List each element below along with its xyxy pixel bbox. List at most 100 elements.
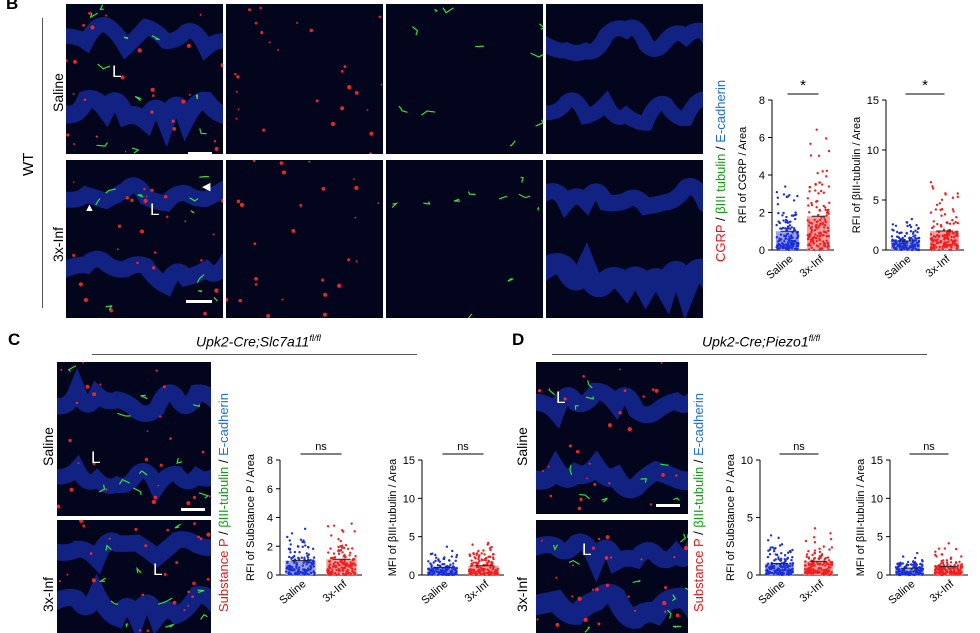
data-point bbox=[952, 222, 955, 225]
data-point bbox=[929, 237, 933, 240]
red-fiber bbox=[380, 83, 383, 86]
data-point bbox=[290, 532, 294, 535]
b-blue-saline bbox=[546, 4, 703, 154]
y-axis-label: RFI of Substance P / Area bbox=[245, 453, 257, 581]
red-fiber bbox=[252, 160, 256, 163]
data-point bbox=[454, 559, 457, 563]
data-point bbox=[944, 193, 947, 196]
data-point bbox=[894, 224, 898, 227]
data-point bbox=[910, 242, 913, 245]
data-point bbox=[784, 235, 787, 238]
data-point bbox=[786, 232, 789, 236]
red-fiber bbox=[234, 72, 237, 76]
data-point bbox=[351, 547, 354, 550]
data-point bbox=[826, 211, 830, 214]
green-fiber bbox=[190, 210, 195, 214]
data-point bbox=[895, 570, 898, 574]
data-point bbox=[810, 203, 814, 207]
red-fiber bbox=[226, 297, 229, 302]
tissue-texture bbox=[536, 362, 688, 511]
panel-d-letter: D bbox=[512, 330, 525, 349]
data-point bbox=[920, 568, 923, 571]
data-point bbox=[451, 549, 454, 553]
red-fiber bbox=[555, 622, 560, 627]
green-fiber bbox=[420, 110, 436, 116]
data-point bbox=[951, 196, 955, 199]
scatter-points bbox=[890, 217, 921, 252]
data-point bbox=[946, 236, 949, 239]
data-point bbox=[910, 563, 914, 566]
data-point bbox=[311, 547, 315, 551]
d-merge-saline: L bbox=[536, 362, 688, 514]
data-point bbox=[441, 567, 444, 570]
red-fiber bbox=[105, 488, 108, 491]
red-fiber bbox=[186, 501, 191, 506]
data-point bbox=[788, 237, 791, 241]
data-point bbox=[814, 233, 817, 236]
data-point bbox=[933, 571, 937, 575]
data-point bbox=[809, 570, 812, 573]
arrowhead-icon: ◀ bbox=[202, 181, 211, 193]
data-point bbox=[337, 552, 341, 556]
red-fiber bbox=[150, 110, 154, 114]
data-point bbox=[822, 240, 825, 243]
data-point bbox=[443, 563, 446, 566]
green-fiber bbox=[131, 147, 140, 154]
data-point bbox=[333, 556, 337, 559]
red-fiber bbox=[577, 596, 582, 601]
data-point bbox=[289, 551, 292, 554]
green-fiber bbox=[632, 580, 641, 584]
data-point bbox=[826, 556, 830, 559]
green-fiber bbox=[666, 609, 672, 619]
data-point bbox=[786, 221, 789, 224]
data-point bbox=[284, 570, 288, 573]
data-point bbox=[917, 572, 921, 576]
red-fiber bbox=[663, 610, 667, 613]
red-fiber bbox=[83, 98, 87, 102]
green-fiber bbox=[197, 589, 205, 594]
data-point bbox=[891, 223, 895, 226]
data-point bbox=[292, 568, 296, 571]
data-point bbox=[824, 208, 827, 211]
data-point bbox=[427, 567, 430, 571]
data-point bbox=[775, 245, 778, 249]
data-point bbox=[956, 195, 959, 199]
data-point bbox=[770, 563, 774, 567]
data-point bbox=[767, 566, 771, 569]
data-point bbox=[960, 570, 963, 574]
data-point bbox=[827, 229, 830, 233]
data-point bbox=[822, 545, 825, 548]
data-point bbox=[776, 203, 780, 206]
data-point bbox=[807, 568, 810, 571]
data-point bbox=[340, 546, 344, 549]
data-point bbox=[788, 224, 792, 227]
data-point bbox=[477, 554, 481, 557]
red-fiber bbox=[675, 613, 680, 618]
channel-label: CGRP bbox=[713, 224, 728, 262]
red-fiber bbox=[640, 558, 643, 561]
data-point bbox=[942, 228, 946, 231]
data-point bbox=[916, 244, 920, 247]
data-point bbox=[299, 538, 303, 541]
red-fiber bbox=[208, 495, 211, 498]
data-point bbox=[952, 573, 955, 576]
data-point bbox=[908, 223, 912, 227]
data-point bbox=[475, 553, 478, 557]
data-point bbox=[806, 237, 810, 241]
genotype-text: Upk2-Cre;Piezo1 bbox=[702, 333, 809, 350]
data-point bbox=[352, 558, 355, 561]
data-point bbox=[783, 554, 787, 557]
data-point bbox=[796, 194, 799, 198]
data-point bbox=[286, 561, 289, 564]
tissue-texture bbox=[226, 160, 380, 318]
red-fiber bbox=[618, 410, 622, 415]
data-point bbox=[931, 185, 934, 188]
data-point bbox=[828, 548, 831, 551]
tissue-texture bbox=[66, 175, 223, 316]
data-point bbox=[780, 571, 783, 574]
data-point bbox=[906, 560, 910, 564]
data-point bbox=[491, 561, 494, 564]
data-point bbox=[790, 558, 793, 562]
data-point bbox=[293, 573, 297, 576]
data-point bbox=[765, 573, 769, 576]
